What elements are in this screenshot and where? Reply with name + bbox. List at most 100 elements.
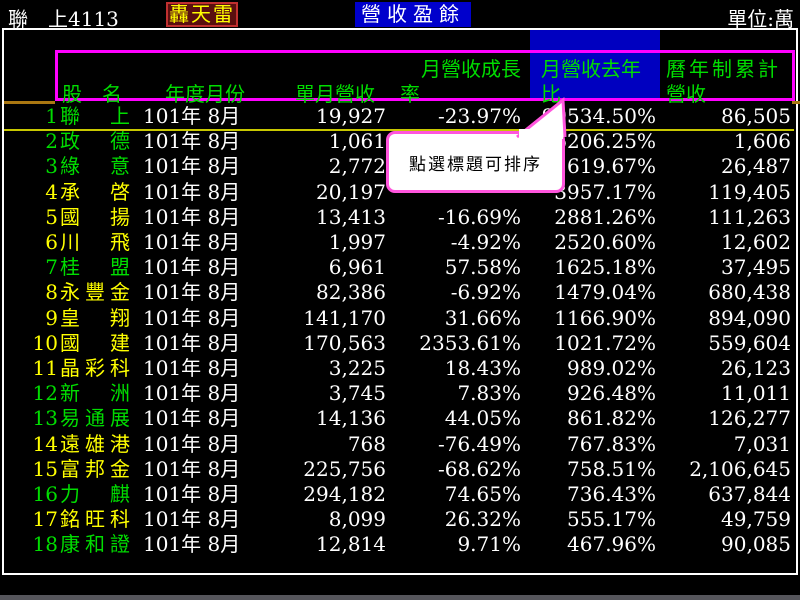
col-header-growth-rate-line2[interactable]: 率	[400, 82, 420, 106]
cumulative-revenue: 11,011	[721, 381, 791, 406]
cumulative-revenue: 119,405	[708, 179, 791, 204]
yoy-ratio: 6206.25%	[554, 129, 656, 154]
col-header-cumulative-line2[interactable]: 營收	[666, 82, 706, 106]
row-number: 8	[45, 280, 58, 305]
row-number: 1	[45, 104, 58, 128]
growth-rate: -6.92%	[450, 280, 521, 305]
stock-name: 康和證	[60, 532, 130, 557]
table-row[interactable]: 2 政德 101年 8月 1,061 6206.25% 1,606	[0, 129, 800, 154]
yoy-ratio: 3957.17%	[554, 179, 656, 204]
row-number: 4	[45, 179, 58, 204]
stock-name: 易通展	[60, 406, 130, 431]
table-row[interactable]: 18 康和證 101年 8月 12,814 9.71% 467.96% 90,085	[0, 532, 800, 557]
table-row[interactable]: 3 綠意 101年 8月 2,772 2619.67% 26,487	[0, 154, 800, 179]
table-row[interactable]: 16 力麒 101年 8月 294,182 74.65% 736.43% 637,844	[0, 482, 800, 507]
growth-rate: -76.49%	[437, 431, 521, 456]
table-row[interactable]: 13 易通展 101年 8月 14,136 44.05% 861.82% 126,277	[0, 406, 800, 431]
table-row[interactable]: 11 晶彩科 101年 8月 3,225 18.43% 989.02% 26,123	[0, 356, 800, 381]
current-stock-title: 聯 上4113	[8, 3, 119, 32]
cumulative-revenue: 12,602	[721, 230, 791, 254]
monthly-revenue: 141,170	[303, 305, 386, 330]
row-number: 7	[45, 255, 58, 280]
cumulative-revenue: 680,438	[708, 280, 791, 305]
cumulative-revenue: 637,844	[708, 482, 791, 506]
yoy-ratio: 736.43%	[567, 482, 656, 506]
monthly-revenue: 1,997	[328, 230, 386, 254]
row-number: 3	[45, 154, 58, 179]
monthly-revenue: 294,182	[303, 482, 386, 506]
stock-name: 新洲	[60, 381, 130, 406]
monthly-revenue: 19,927	[316, 104, 386, 128]
table-row[interactable]: 15 富邦金 101年 8月 225,756 -68.62% 758.51% 2,106,6…	[0, 457, 800, 482]
yoy-ratio: 1021.72%	[554, 330, 656, 355]
year-month: 101年 8月	[143, 330, 241, 355]
table-row[interactable]: 6 川飛 101年 8月 1,997 -4.92% 2520.60% 12,602	[0, 230, 800, 255]
monthly-revenue: 3,225	[328, 356, 386, 380]
year-month: 101年 8月	[143, 406, 241, 431]
row-number: 5	[45, 204, 58, 229]
growth-rate: 2353.61%	[419, 330, 521, 355]
cumulative-revenue: 90,085	[721, 532, 791, 557]
row-number: 13	[32, 406, 58, 431]
table-row[interactable]: 17 銘旺科 101年 8月 8,099 26.32% 555.17% 49,759	[0, 507, 800, 532]
growth-rate: -16.69%	[437, 204, 521, 229]
sorted-column-highlight	[530, 30, 660, 99]
row-number: 12	[32, 381, 58, 406]
yoy-ratio: 926.48%	[567, 381, 656, 406]
bottom-status-strip	[0, 595, 800, 600]
tooltip-tail-pointer	[516, 96, 567, 139]
col-header-yoy-line2[interactable]: 比	[541, 82, 561, 106]
stock-name: 綠意	[60, 154, 130, 179]
stock-name: 川飛	[60, 230, 130, 254]
table-row[interactable]: 4 承啓 101年 8月 20,197 3957.17% 119,405	[0, 180, 800, 205]
year-month: 101年 8月	[143, 356, 241, 380]
col-header-stock-name[interactable]: 股 名	[62, 82, 122, 106]
year-month: 101年 8月	[143, 280, 241, 305]
growth-rate: 57.58%	[444, 255, 521, 280]
col-header-monthly-revenue[interactable]: 單月營收	[295, 82, 375, 106]
monthly-revenue: 225,756	[303, 456, 386, 481]
cumulative-revenue: 26,123	[721, 356, 791, 380]
growth-rate: 44.05%	[444, 406, 521, 431]
table-row[interactable]: 8 永豐金 101年 8月 82,386 -6.92% 1479.04% 680,438	[0, 280, 800, 305]
cumulative-revenue: 1,606	[733, 129, 791, 154]
monthly-revenue: 3,745	[328, 381, 386, 406]
table-row[interactable]: 12 新洲 101年 8月 3,745 7.83% 926.48% 11,011	[0, 381, 800, 406]
col-header-year-month[interactable]: 年度月份	[165, 82, 245, 106]
table-frame	[2, 28, 798, 575]
table-row[interactable]: 1 聯上 101年 8月 19,927 -23.97% 99534.50% 86,505	[0, 104, 800, 129]
cumulative-revenue: 894,090	[708, 305, 791, 330]
year-month: 101年 8月	[143, 179, 241, 204]
table-row[interactable]: 9 皇翔 101年 8月 141,170 31.66% 1166.90% 894,090	[0, 306, 800, 331]
stock-name: 政德	[60, 129, 130, 154]
yoy-ratio: 989.02%	[567, 356, 656, 380]
monthly-revenue: 6,961	[328, 255, 386, 280]
row-number: 2	[45, 129, 58, 154]
table-row[interactable]: 14 遠雄港 101年 8月 768 -76.49% 767.83% 7,031	[0, 432, 800, 457]
sort-hint-text: 點選標題可排序	[409, 154, 542, 175]
growth-rate: -68.62%	[437, 456, 521, 481]
stock-name: 國建	[60, 330, 130, 355]
yoy-ratio: 1625.18%	[554, 255, 656, 280]
stock-name: 皇翔	[60, 305, 130, 330]
growth-rate: 7.83%	[457, 381, 521, 406]
year-month: 101年 8月	[143, 507, 241, 532]
stock-name: 承啓	[60, 179, 130, 204]
col-header-yoy[interactable]: 月營收去年	[541, 57, 641, 81]
growth-rate: -4.92%	[450, 230, 521, 254]
col-header-growth-rate[interactable]: 月營收成長	[421, 57, 521, 81]
row-number: 11	[32, 356, 58, 380]
year-month: 101年 8月	[143, 456, 241, 481]
growth-rate: -23.97%	[437, 104, 521, 128]
cumulative-revenue: 26,487	[721, 154, 791, 179]
col-header-cumulative[interactable]: 曆年制累計	[666, 57, 781, 81]
year-month: 101年 8月	[143, 431, 241, 456]
cumulative-revenue: 7,031	[733, 431, 791, 456]
yoy-ratio: 2881.26%	[554, 204, 656, 229]
table-row[interactable]: 7 桂盟 101年 8月 6,961 57.58% 1625.18% 37,495	[0, 255, 800, 280]
table-row[interactable]: 5 國揚 101年 8月 13,413 -16.69% 2881.26% 111,263	[0, 205, 800, 230]
cumulative-revenue: 559,604	[708, 330, 791, 355]
monthly-revenue: 2,772	[328, 154, 386, 179]
table-row[interactable]: 10 國建 101年 8月 170,563 2353.61% 1021.72% 559,60…	[0, 331, 800, 356]
stock-name: 晶彩科	[60, 356, 130, 380]
